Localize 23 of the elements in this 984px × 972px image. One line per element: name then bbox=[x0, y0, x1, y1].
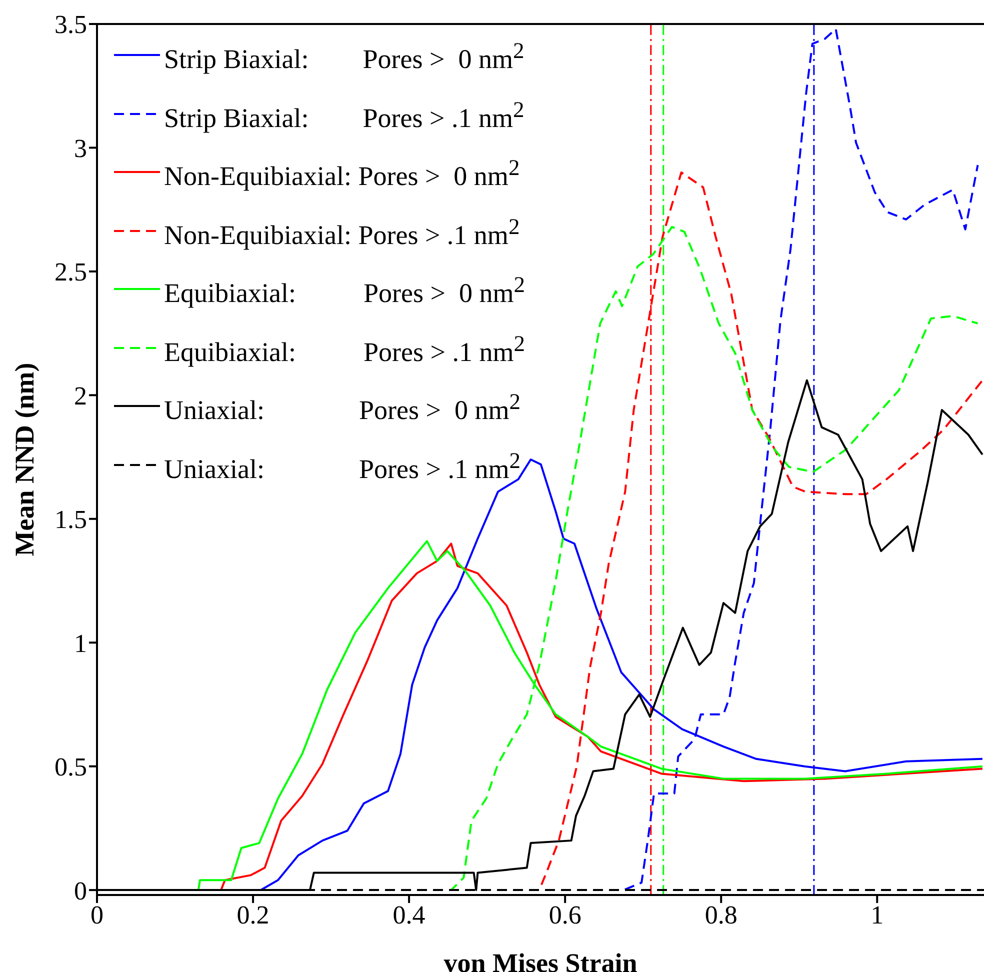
x-axis-title: von Mises Strain bbox=[444, 948, 638, 972]
x-tick-label: 0.2 bbox=[236, 900, 270, 930]
x-tick-label: 0.6 bbox=[548, 900, 582, 930]
legend-label: Strip Biaxial: Pores > .1 nm$^{2}$ bbox=[164, 96, 524, 135]
legend-label: Equibiaxial: Pores > .1 nm$^{2}$ bbox=[164, 330, 525, 369]
y-tick-label: 3.5 bbox=[54, 10, 87, 40]
y-tick-label: 2.5 bbox=[54, 258, 87, 287]
y-tick-label: 0.5 bbox=[54, 752, 87, 782]
y-tick-label: 0 bbox=[74, 876, 87, 906]
y-tick-label: 1 bbox=[74, 628, 87, 658]
legend-label: Non-Equibiaxial: Pores > 0 nm$^{2}$ bbox=[164, 154, 520, 193]
legend-label: Uniaxial: Pores > 0 nm$^{2}$ bbox=[164, 388, 520, 427]
x-tick-label: 1 bbox=[870, 900, 884, 930]
legend-label: Uniaxial: Pores > .1 nm$^{2}$ bbox=[164, 446, 520, 486]
y-tick-label: 1.5 bbox=[54, 505, 87, 534]
legend-label: Non-Equibiaxial: Pores > .1 nm$^{2}$ bbox=[164, 212, 520, 252]
y-tick-label: 2 bbox=[74, 381, 87, 410]
legend-label: Equibiaxial: Pores > 0 nm$^{2}$ bbox=[164, 271, 525, 310]
y-axis-title: Mean NND (nm) bbox=[10, 362, 40, 556]
legend-label: Strip Biaxial: Pores > 0 nm$^{2}$ bbox=[164, 37, 524, 76]
x-tick-label: 0.4 bbox=[392, 900, 426, 930]
x-tick-label: 0.8 bbox=[704, 900, 738, 930]
y-tick-label: 3 bbox=[74, 134, 87, 163]
